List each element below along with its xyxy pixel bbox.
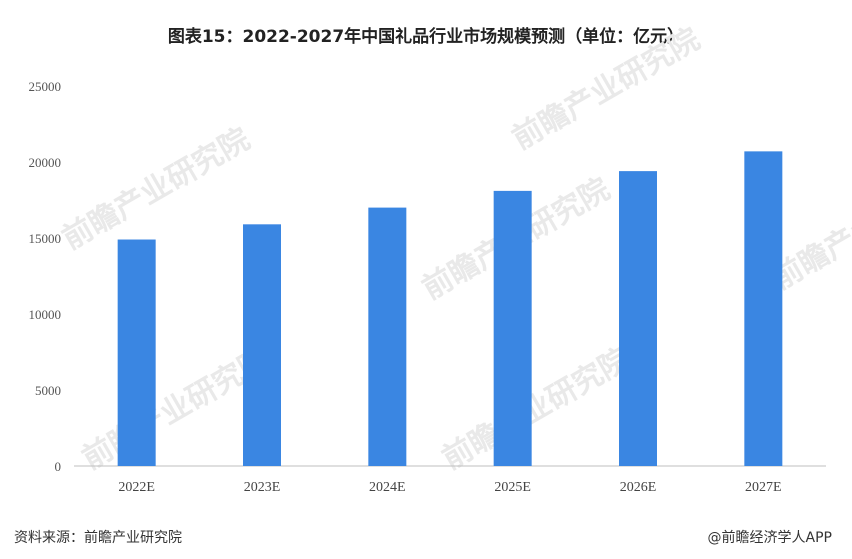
- y-tick-label: 0: [55, 459, 62, 474]
- bar-2026E: [619, 171, 657, 466]
- source-note: 资料来源：前瞻产业研究院: [14, 530, 182, 546]
- y-tick-label: 20000: [29, 155, 62, 170]
- y-axis-ticks: 0 5000 10000 15000 20000 25000: [29, 79, 62, 474]
- x-tick-label: 2027E: [745, 480, 782, 495]
- bar-2022E: [117, 239, 156, 466]
- bar-2025E: [493, 190, 532, 466]
- watermark-text: 前瞻产业研究院: [507, 22, 706, 157]
- bar-2024E: [368, 207, 407, 466]
- x-tick-label: 2026E: [620, 480, 657, 495]
- x-tick-label: 2025E: [494, 480, 531, 495]
- bar-chart: 前瞻产业研究院前瞻产业研究院前瞻产业研究院前瞻产业研究院前瞻产业研究院前瞻产业研…: [29, 22, 852, 495]
- x-tick-label: 2022E: [118, 480, 155, 495]
- y-tick-label: 5000: [35, 383, 61, 398]
- x-tick-label: 2023E: [244, 480, 281, 495]
- x-tick-label: 2024E: [369, 480, 406, 495]
- y-tick-label: 25000: [29, 79, 62, 94]
- watermark-layer: 前瞻产业研究院前瞻产业研究院前瞻产业研究院前瞻产业研究院前瞻产业研究院前瞻产业研…: [57, 22, 852, 477]
- y-tick-label: 15000: [29, 231, 62, 246]
- chart-title: 图表15：2022-2027年中国礼品行业市场规模预测（单位：亿元）: [167, 27, 685, 47]
- watermark-text: 前瞻产业研究院: [437, 342, 636, 477]
- y-tick-label: 10000: [29, 307, 62, 322]
- bar-2027E: [744, 151, 783, 467]
- bar-2023E: [243, 224, 281, 466]
- bars-group: [117, 151, 783, 467]
- x-axis-ticks: 2022E 2023E 2024E 2025E 2026E 2027E: [118, 480, 781, 495]
- watermark-text: 前瞻产业研究院: [57, 122, 256, 257]
- brand-note: @前瞻经济学人APP: [707, 530, 832, 546]
